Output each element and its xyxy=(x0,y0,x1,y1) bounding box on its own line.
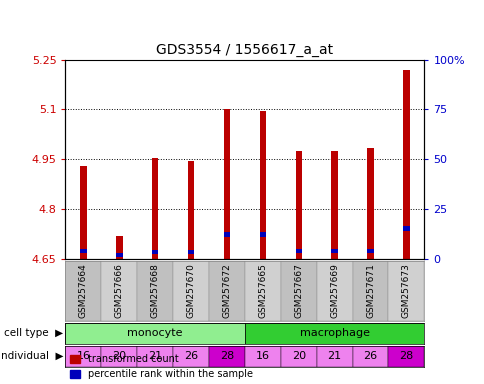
Bar xyxy=(259,111,266,259)
Bar xyxy=(244,261,280,321)
Bar xyxy=(187,250,194,253)
Text: 26: 26 xyxy=(183,351,198,361)
Bar xyxy=(209,261,244,321)
Bar xyxy=(331,151,337,259)
Text: GSM257673: GSM257673 xyxy=(401,263,410,318)
Bar xyxy=(223,109,230,259)
Bar xyxy=(402,70,409,259)
Text: GSM257670: GSM257670 xyxy=(186,263,195,318)
Bar xyxy=(388,261,424,321)
Bar xyxy=(137,346,173,367)
Text: GSM257671: GSM257671 xyxy=(365,263,374,318)
Bar xyxy=(65,346,101,367)
Text: GSM257665: GSM257665 xyxy=(258,263,267,318)
Text: GSM257668: GSM257668 xyxy=(151,263,159,318)
Bar xyxy=(101,261,137,321)
Text: individual  ▶: individual ▶ xyxy=(0,351,63,361)
Bar xyxy=(65,323,244,344)
Bar xyxy=(331,249,337,253)
Bar xyxy=(151,158,158,259)
Bar xyxy=(402,226,409,231)
Bar xyxy=(259,232,266,237)
Bar xyxy=(65,261,101,321)
Bar xyxy=(316,261,352,321)
Title: GDS3554 / 1556617_a_at: GDS3554 / 1556617_a_at xyxy=(156,43,333,57)
Text: 21: 21 xyxy=(327,351,341,361)
Bar xyxy=(280,346,316,367)
Text: 28: 28 xyxy=(219,351,234,361)
Text: cell type  ▶: cell type ▶ xyxy=(4,328,63,338)
Bar xyxy=(116,253,122,257)
Text: GSM257669: GSM257669 xyxy=(330,263,338,318)
Bar xyxy=(173,346,209,367)
Bar xyxy=(388,346,424,367)
Bar xyxy=(366,148,373,259)
Text: GSM257664: GSM257664 xyxy=(79,263,88,318)
Bar xyxy=(244,323,424,344)
Text: 20: 20 xyxy=(112,351,126,361)
Bar xyxy=(116,236,122,259)
Bar xyxy=(316,346,352,367)
Bar xyxy=(352,261,388,321)
Text: GSM257667: GSM257667 xyxy=(294,263,302,318)
Bar xyxy=(187,161,194,259)
Text: GSM257672: GSM257672 xyxy=(222,263,231,318)
Bar xyxy=(209,346,244,367)
Bar xyxy=(80,249,87,253)
Bar xyxy=(366,249,373,253)
Bar xyxy=(173,261,209,321)
Bar xyxy=(295,249,302,253)
Bar xyxy=(80,166,87,259)
Text: 16: 16 xyxy=(256,351,269,361)
Text: 28: 28 xyxy=(398,351,413,361)
Text: 20: 20 xyxy=(291,351,305,361)
Text: 16: 16 xyxy=(76,351,90,361)
Text: 21: 21 xyxy=(148,351,162,361)
Text: 26: 26 xyxy=(363,351,377,361)
Bar xyxy=(101,346,137,367)
Bar xyxy=(295,151,302,259)
Legend: transformed count, percentile rank within the sample: transformed count, percentile rank withi… xyxy=(70,354,252,379)
Bar xyxy=(223,232,230,237)
Bar xyxy=(151,250,158,253)
Bar xyxy=(352,346,388,367)
Text: GSM257666: GSM257666 xyxy=(115,263,123,318)
Bar xyxy=(280,261,316,321)
Bar xyxy=(244,346,280,367)
Text: macrophage: macrophage xyxy=(299,328,369,338)
Bar xyxy=(137,261,173,321)
Text: monocyte: monocyte xyxy=(127,328,182,338)
